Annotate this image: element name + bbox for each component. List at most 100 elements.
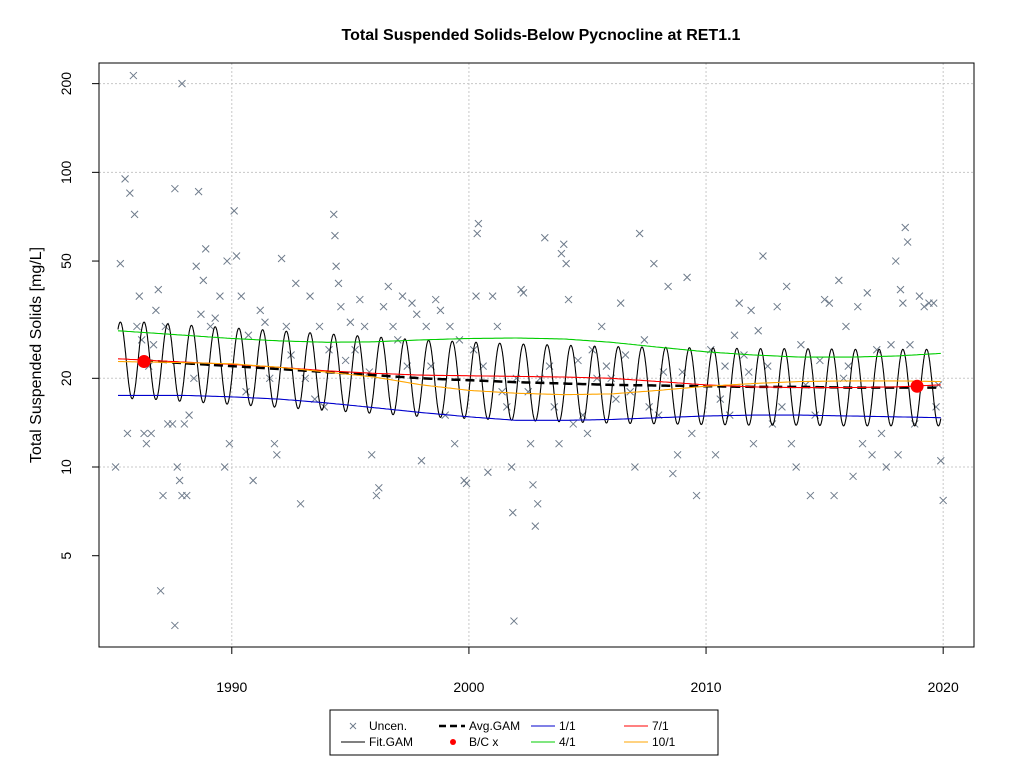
- uncen-point: [645, 403, 653, 411]
- uncen-point-stroke: [367, 450, 376, 459]
- uncen-point-stroke: [612, 395, 620, 403]
- uncen-point-stroke: [894, 450, 902, 459]
- uncen-point-stroke: [891, 257, 900, 265]
- uncen-point-stroke: [574, 356, 582, 365]
- uncen-point: [901, 223, 910, 232]
- uncen-point: [631, 463, 639, 471]
- series-line-10-1: [117, 360, 941, 396]
- uncen-point-stroke: [645, 403, 653, 411]
- uncen-point-stroke: [493, 322, 502, 331]
- uncen-point: [816, 356, 824, 365]
- uncen-point: [125, 189, 134, 197]
- uncen-point-stroke: [863, 288, 872, 297]
- uncen-point-stroke: [144, 362, 153, 370]
- uncen-point-stroke: [291, 279, 300, 288]
- uncen-point: [882, 463, 891, 471]
- uncen-point: [834, 276, 843, 285]
- uncen-point-stroke: [825, 299, 834, 307]
- y-tick-label: 5: [58, 552, 74, 560]
- uncen-point-stroke: [249, 476, 257, 485]
- uncen-point: [863, 288, 872, 297]
- uncen-point: [450, 439, 459, 448]
- series-line-1-1: [118, 394, 941, 421]
- uncen-point-stroke: [749, 439, 758, 448]
- uncen-point: [759, 252, 767, 260]
- uncen-point: [337, 302, 345, 311]
- uncen-point-stroke: [621, 351, 630, 359]
- uncen-point: [372, 491, 381, 500]
- legend-symbol: [450, 739, 456, 745]
- legend-item: 4/1: [531, 735, 576, 749]
- uncen-point: [773, 302, 782, 311]
- uncen-point-stroke: [173, 463, 182, 471]
- uncen-point-stroke: [189, 374, 198, 383]
- uncen-point: [446, 322, 454, 331]
- fit-gam-line: [117, 321, 942, 427]
- uncen-point: [896, 285, 905, 294]
- uncen-point: [393, 336, 402, 344]
- uncen-point: [692, 491, 701, 500]
- uncen-point-stroke: [519, 288, 528, 297]
- uncen-point: [891, 257, 900, 265]
- uncen-point: [754, 326, 763, 335]
- y-tick-label: 200: [58, 72, 74, 96]
- uncen-point: [484, 468, 492, 477]
- uncen-point-stroke: [635, 229, 644, 238]
- legend-item: 1/1: [531, 719, 576, 733]
- uncen-point-stroke: [735, 299, 744, 307]
- uncen-point-stroke: [858, 439, 867, 448]
- uncen-point: [668, 469, 677, 478]
- uncen-point: [152, 306, 160, 315]
- uncen-point: [242, 387, 250, 396]
- uncen-point-stroke: [329, 210, 338, 219]
- uncen-point: [740, 351, 748, 359]
- uncen-point: [842, 322, 850, 331]
- uncen-point: [147, 429, 156, 438]
- uncen-point: [230, 207, 239, 215]
- uncen-point-stroke: [455, 336, 464, 344]
- uncen-point: [899, 299, 907, 307]
- uncen-point-stroke: [223, 257, 231, 265]
- uncen-point-stroke: [673, 450, 682, 459]
- uncen-point: [583, 429, 592, 438]
- uncen-point-stroke: [197, 310, 205, 319]
- uncen-point: [341, 356, 350, 365]
- uncen-point-stroke: [334, 279, 343, 288]
- uncen-point-stroke: [237, 292, 246, 301]
- uncen-point-stroke: [185, 411, 193, 419]
- uncen-point: [137, 336, 146, 344]
- uncen-point-stroke: [816, 356, 824, 365]
- uncen-point: [574, 356, 582, 365]
- uncen-point-stroke: [882, 463, 891, 471]
- uncen-point-stroke: [201, 244, 210, 253]
- uncen-point-stroke: [569, 420, 578, 428]
- uncen-point-stroke: [936, 456, 945, 465]
- uncen-point-stroke: [498, 387, 506, 396]
- uncen-point-stroke: [602, 362, 611, 370]
- uncen-point: [635, 229, 644, 238]
- legend-symbol: [349, 722, 357, 730]
- uncen-point-stroke: [171, 184, 179, 193]
- uncen-point-stroke: [159, 491, 167, 500]
- uncen-point: [320, 403, 329, 411]
- uncen-point: [173, 463, 182, 471]
- legend-item: 10/1: [624, 735, 676, 749]
- uncen-point-stroke: [230, 207, 239, 215]
- legend-item: 7/1: [624, 719, 669, 733]
- uncen-point-stroke: [199, 276, 208, 285]
- uncen-point-stroke: [346, 318, 355, 327]
- uncen-point: [130, 210, 139, 219]
- legend-label: B/C x: [469, 735, 498, 749]
- uncen-point: [351, 345, 359, 354]
- uncen-point: [929, 299, 938, 307]
- uncen-point-stroke: [389, 322, 397, 331]
- uncen-point-stroke: [740, 351, 748, 359]
- uncen-point-stroke: [244, 331, 253, 340]
- uncen-point-stroke: [868, 450, 876, 459]
- uncen-point: [474, 219, 483, 228]
- uncen-point: [493, 322, 502, 331]
- uncen-point: [389, 322, 397, 331]
- uncen-point-stroke: [899, 299, 907, 307]
- uncen-point: [123, 429, 132, 438]
- uncen-point-stroke: [588, 345, 597, 354]
